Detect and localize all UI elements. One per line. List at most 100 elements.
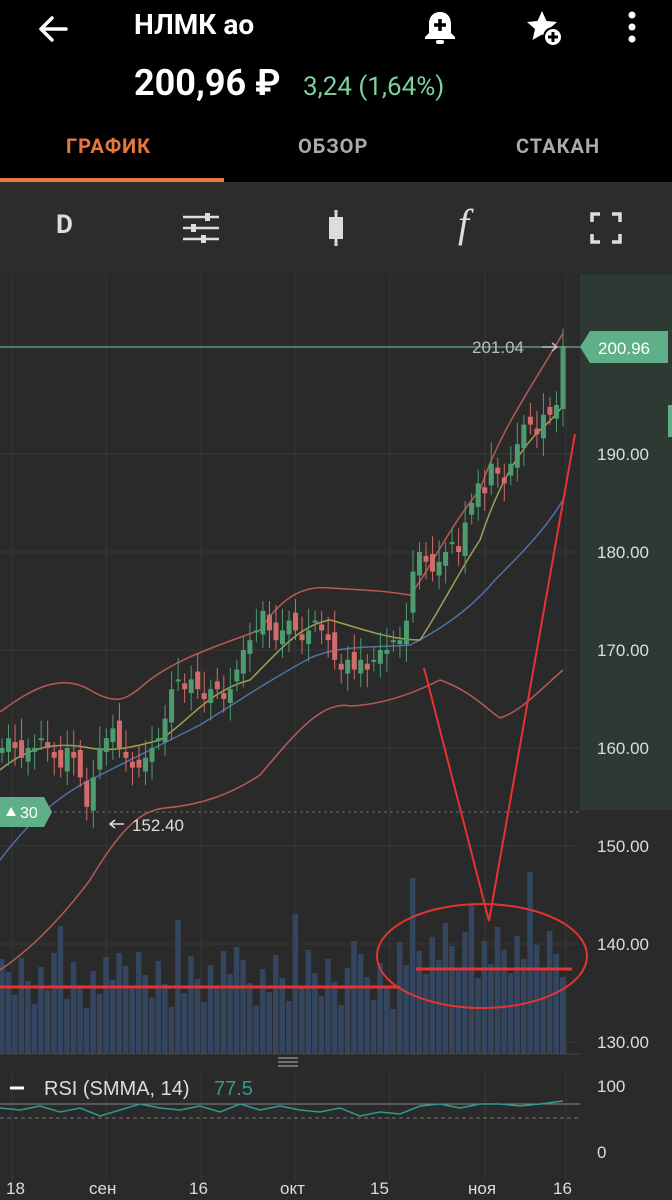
time-tick: 18 (6, 1179, 25, 1198)
candle-body (358, 659, 364, 674)
add-favorite-star-icon[interactable] (524, 8, 564, 48)
volume-bar (188, 956, 194, 1054)
active-tab-indicator (0, 178, 224, 182)
tab-chart[interactable]: ГРАФИК (66, 134, 152, 158)
rsi-value: 77.5 (214, 1078, 253, 1100)
candle-body (312, 620, 318, 623)
candle-body (143, 757, 149, 772)
volume-bar (168, 1007, 175, 1054)
candle-body (488, 463, 494, 486)
volume-bar (155, 961, 162, 1054)
volume-bar (246, 983, 253, 1054)
volume-bar (116, 953, 122, 1054)
volume-bar (227, 974, 233, 1054)
min-price-label: 152.40 (132, 816, 184, 835)
volume-bar (409, 878, 416, 1054)
volume-bar (527, 872, 533, 1054)
candle-body (553, 405, 559, 419)
candle-body (390, 640, 396, 643)
volume-bar (194, 979, 201, 1054)
candle-body (84, 781, 90, 807)
candle-body (547, 406, 553, 415)
candle-body (38, 738, 44, 741)
candle-body (306, 630, 312, 645)
volume-bar (70, 962, 77, 1054)
back-arrow-icon[interactable] (36, 12, 70, 46)
bollinger-lower-band (0, 669, 564, 971)
volume-bar (207, 965, 214, 1054)
candle-body (508, 463, 514, 476)
price-tick: 180.00 (597, 543, 649, 562)
candle-body (534, 428, 540, 435)
volume-bar (396, 942, 403, 1054)
slow-moving-average (0, 499, 564, 861)
volume-bar (520, 959, 527, 1054)
candle-body (19, 740, 25, 758)
volume-bar (181, 993, 188, 1054)
volume-bar (0, 959, 5, 1054)
price-chart[interactable]: 190.00 180.00 170.00 160.00 150.00 140.0… (0, 274, 672, 1200)
candle-body (443, 552, 449, 566)
volume-bar (475, 978, 481, 1054)
candle-body (90, 777, 96, 811)
volume-bar (305, 950, 312, 1054)
time-axis: 18 сен 16 окт 15 ноя 16 (6, 1179, 572, 1198)
fullscreen-icon[interactable] (586, 208, 626, 248)
candle-body (188, 679, 194, 694)
candle-body (182, 683, 188, 690)
pane-resize-handle-icon[interactable] (278, 1057, 298, 1067)
volume-bar (90, 971, 96, 1054)
price-axis: 190.00 180.00 170.00 160.00 150.00 140.0… (597, 445, 649, 1052)
candle-body (501, 477, 507, 484)
candle-body (240, 650, 246, 674)
candle-body (416, 552, 422, 576)
chart-settings-sliders-icon[interactable] (181, 208, 221, 248)
volume-bar (109, 980, 116, 1054)
interval-button[interactable]: D (56, 210, 73, 240)
candle-body (273, 622, 279, 641)
candle-body (51, 751, 57, 758)
rsi-pane: RSI (SMMA, 14) 77.5 100 0 (0, 1077, 625, 1162)
volume-bar (481, 941, 488, 1054)
candle-body (293, 612, 299, 631)
indicators-function-icon[interactable]: f (458, 201, 470, 246)
price-tick: 150.00 (597, 837, 649, 856)
candle-body (149, 748, 155, 762)
volume-bar (403, 965, 409, 1054)
more-options-icon[interactable] (612, 8, 652, 48)
price-axis-highlight (580, 274, 672, 810)
volume-bars (0, 872, 566, 1054)
candle-body (325, 634, 331, 641)
volume-bar (423, 974, 429, 1054)
tab-order-book[interactable]: СТАКАН (516, 134, 601, 158)
volume-bar (240, 960, 246, 1054)
candle-body (299, 634, 305, 641)
candle-body (12, 742, 18, 748)
rsi-tick: 0 (597, 1143, 606, 1162)
candle-body (495, 467, 501, 474)
volume-bar (83, 1008, 90, 1054)
candle-body (116, 720, 122, 748)
candle-body (6, 738, 12, 752)
volume-bar (5, 972, 12, 1054)
tab-bar: ГРАФИК ОБЗОР СТАКАН (0, 126, 672, 182)
add-alert-bell-icon[interactable] (420, 8, 460, 48)
candle-body (208, 689, 214, 703)
user-annotations (0, 433, 588, 1009)
price-tick: 140.00 (597, 935, 649, 954)
candle-body (280, 630, 285, 645)
max-price-label: 201.04 (472, 338, 524, 357)
candlestick-type-icon[interactable] (316, 208, 356, 248)
volume-bar (233, 947, 240, 1054)
min-arrow-icon (108, 819, 124, 829)
time-tick: сен (89, 1179, 116, 1198)
tab-overview[interactable]: ОБЗОР (298, 134, 369, 158)
volume-bar (351, 941, 357, 1054)
price-tick: 130.00 (597, 1033, 649, 1052)
candle-body (227, 689, 233, 703)
price-tick: 190.00 (597, 445, 649, 464)
candle-body (97, 748, 103, 770)
candle-body (332, 632, 338, 660)
time-tick: 15 (370, 1179, 389, 1198)
time-tick: 16 (553, 1179, 572, 1198)
